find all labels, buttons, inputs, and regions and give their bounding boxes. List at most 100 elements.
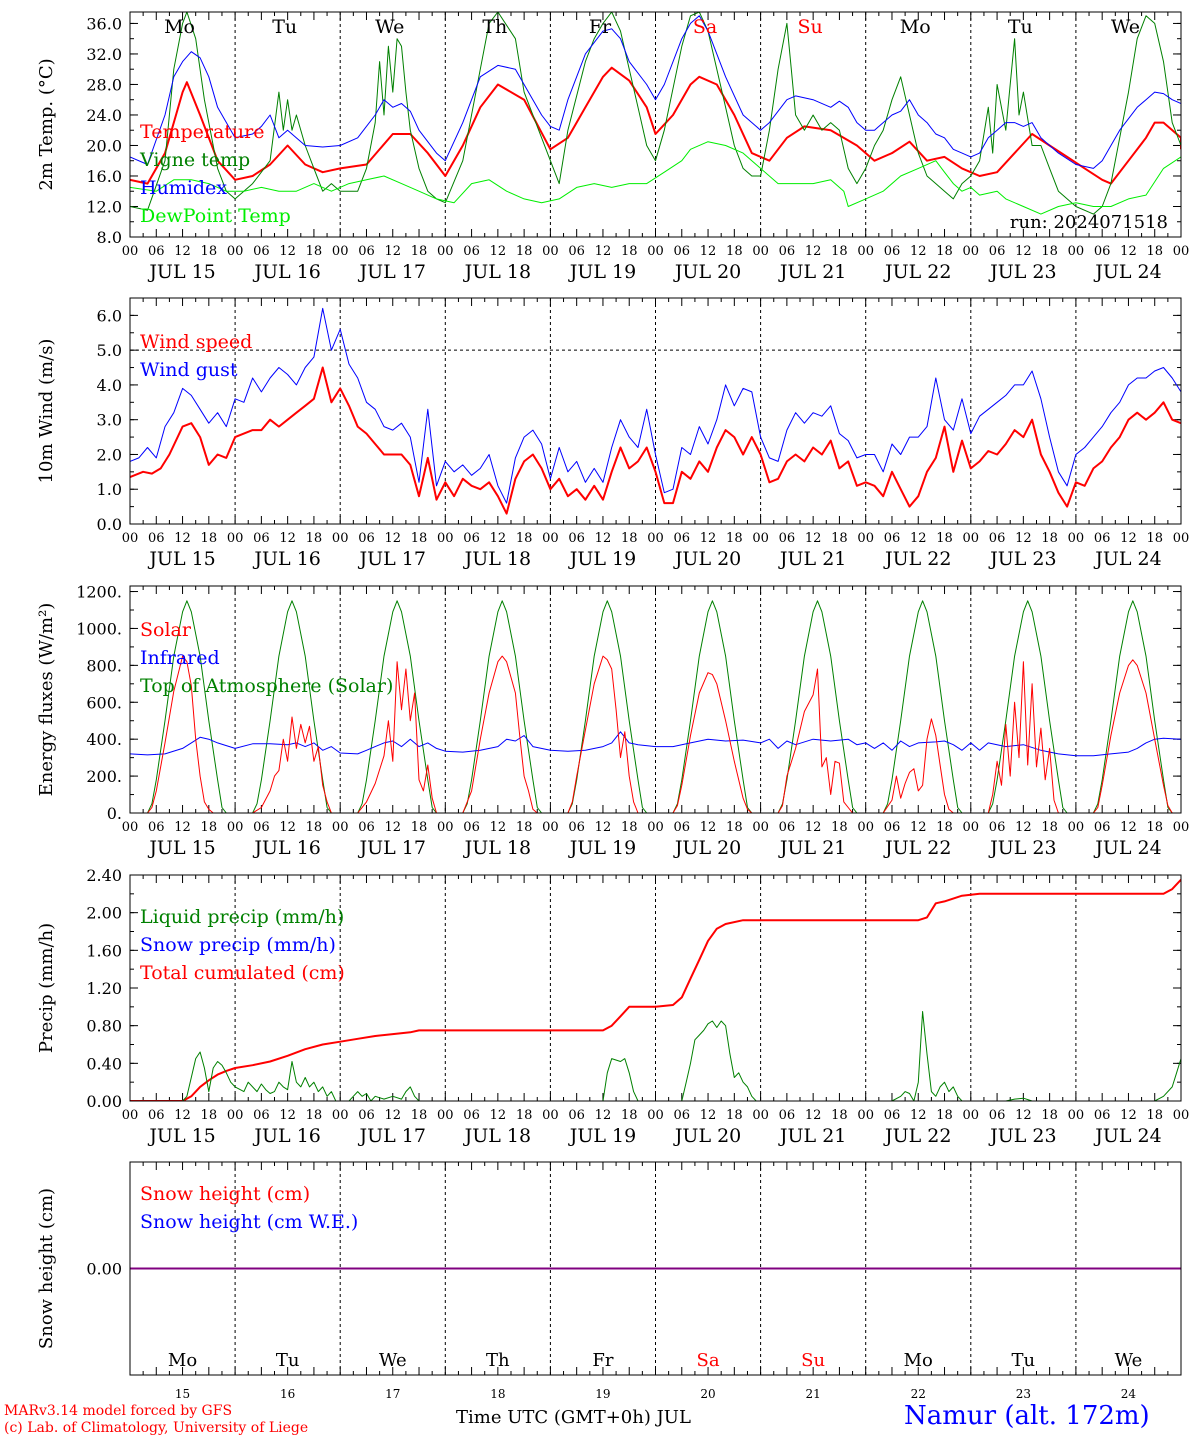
hour-label: 12: [910, 1108, 927, 1123]
hour-label: 18: [936, 820, 953, 835]
day-label: JUL 19: [568, 548, 636, 570]
y-tick-label: 800.: [86, 656, 122, 675]
hour-label: 06: [358, 244, 375, 259]
hour-label: 12: [910, 244, 927, 259]
hour-label: 06: [1094, 244, 1111, 259]
hour-label: 06: [884, 820, 901, 835]
hour-label: 12: [174, 1108, 191, 1123]
day-label: JUL 20: [673, 837, 741, 859]
hour-label: 00: [122, 820, 139, 835]
legend-entry: Temperature: [140, 121, 264, 143]
y-tick-label: 1.60: [86, 941, 122, 960]
hour-label: 18: [726, 244, 743, 259]
hour-label: 00: [332, 820, 349, 835]
hour-label: 06: [568, 531, 585, 546]
day-label: JUL 22: [883, 1125, 951, 1147]
hour-label: 00: [752, 531, 769, 546]
day-label: JUL 18: [463, 1125, 531, 1147]
hour-label: 00: [857, 531, 874, 546]
hour-label: 12: [910, 531, 927, 546]
day-label: JUL 23: [988, 261, 1056, 283]
day-label: JUL 15: [147, 837, 215, 859]
weekday-label: We: [375, 16, 404, 38]
hour-label: 18: [516, 820, 533, 835]
hour-label: 00: [857, 244, 874, 259]
hour-label: 18: [1146, 531, 1163, 546]
hour-label: 00: [963, 820, 980, 835]
y-tick-label: 200.: [86, 767, 122, 786]
hour-label: 12: [279, 820, 296, 835]
legend-entry: Infrared: [140, 647, 220, 669]
hour-label: 06: [1094, 1108, 1111, 1123]
hour-label: 00: [227, 531, 244, 546]
plot-frame: [129, 1161, 1182, 1376]
y-tick-label: 0.40: [86, 1054, 122, 1073]
hour-label: 12: [805, 531, 822, 546]
hour-label: 18: [936, 244, 953, 259]
hour-label: 06: [148, 531, 165, 546]
legend-entry: Total cumulated (cm): [140, 962, 345, 984]
day-label: JUL 15: [147, 261, 215, 283]
y-axis-title: Snow height (cm): [36, 1188, 57, 1349]
y-tick-label: 8.0: [97, 228, 122, 247]
panel-4: [129, 874, 1182, 1102]
day-label: JUL 18: [463, 261, 531, 283]
plot-frame: [129, 874, 1182, 1102]
hour-label: 12: [279, 244, 296, 259]
hour-label: 00: [332, 1108, 349, 1123]
hour-label: 12: [1015, 244, 1032, 259]
hour-label: 12: [805, 1108, 822, 1123]
series-line-top-of-atmosphere-solar-: [130, 600, 1181, 813]
hour-label: 06: [148, 1108, 165, 1123]
hour-label: 00: [227, 244, 244, 259]
hour-label: 06: [989, 531, 1006, 546]
y-tick-label: 1200.: [76, 583, 122, 602]
legend-entry: Top of Atmosphere (Solar): [140, 675, 393, 697]
hour-label: 12: [1015, 531, 1032, 546]
y-tick-label: 600.: [86, 693, 122, 712]
legend-entry: Vigne temp: [139, 149, 250, 171]
day-number-label: 23: [1016, 1387, 1031, 1401]
hour-label: 00: [227, 1108, 244, 1123]
hour-label: 12: [700, 1108, 717, 1123]
day-label: JUL 15: [147, 548, 215, 570]
weekday-label: We: [1111, 16, 1140, 38]
legend-entry: Wind gust: [140, 359, 238, 381]
hour-label: 18: [1041, 1108, 1058, 1123]
day-label: JUL 23: [988, 1125, 1056, 1147]
hour-label: 00: [332, 531, 349, 546]
run-label: run: 2024071518: [1010, 212, 1168, 233]
y-tick-label: 36.0: [86, 14, 122, 33]
hour-label: 12: [910, 820, 927, 835]
y-tick-label: 400.: [86, 730, 122, 749]
day-label: JUL 18: [463, 548, 531, 570]
hour-label: 00: [122, 531, 139, 546]
series-line-wind-speed: [130, 366, 1181, 515]
weekday-label: Mo: [900, 16, 931, 38]
hour-label: 00: [647, 244, 664, 259]
hour-label: 06: [884, 244, 901, 259]
hour-label: 18: [411, 1108, 428, 1123]
hour-label: 18: [516, 531, 533, 546]
hour-label: 00: [1173, 244, 1190, 259]
hour-label: 18: [306, 244, 323, 259]
hour-label: 18: [621, 820, 638, 835]
hour-label: 12: [490, 820, 507, 835]
hour-label: 12: [490, 1108, 507, 1123]
credit-line-1: MARv3.14 model forced by GFS: [4, 1403, 233, 1419]
day-label: JUL 16: [252, 261, 320, 283]
hour-label: 00: [857, 820, 874, 835]
day-number-label: 21: [806, 1387, 821, 1401]
y-tick-label: 1.0: [97, 480, 122, 499]
hour-label: 00: [647, 531, 664, 546]
weekday-label: Mo: [904, 1350, 933, 1371]
day-label: JUL 24: [1093, 1125, 1161, 1147]
hour-label: 12: [595, 1108, 612, 1123]
hour-label: 06: [779, 244, 796, 259]
hour-label: 00: [1068, 1108, 1085, 1123]
y-axis-title: 10m Wind (m/s): [36, 339, 57, 484]
hour-label: 12: [1120, 531, 1137, 546]
hour-label: 06: [463, 820, 480, 835]
day-number-label: 15: [175, 1387, 190, 1401]
